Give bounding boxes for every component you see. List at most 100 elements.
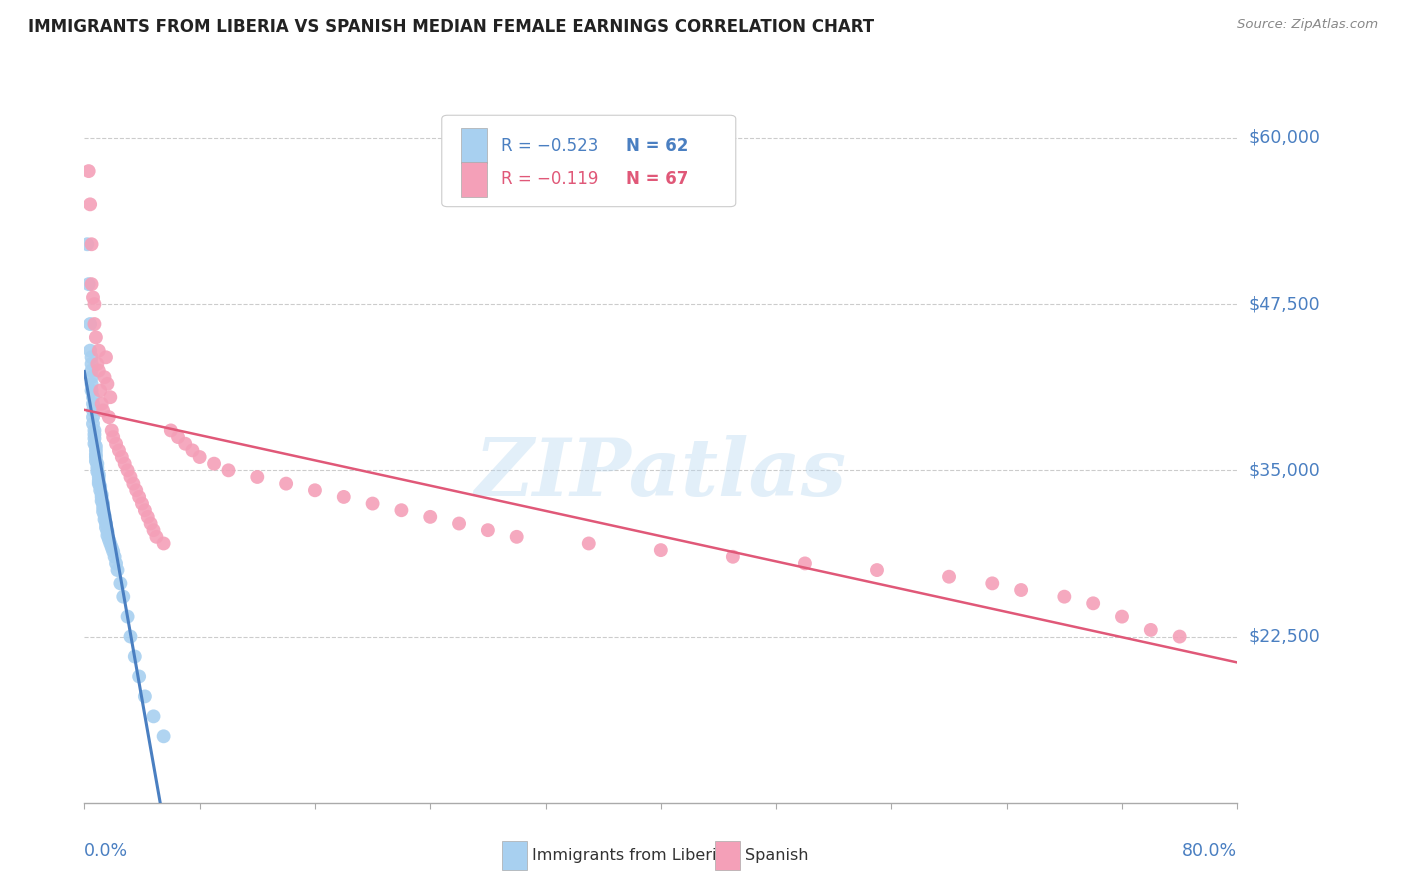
Point [103, 544, 124, 558]
Point [97, 533, 120, 547]
Point [87, 343, 110, 358]
Point [120, 630, 142, 644]
Point [82, 390, 104, 404]
Point [80, 357, 103, 371]
Point [80, 363, 103, 377]
Point [107, 563, 129, 577]
Point [145, 530, 167, 544]
Text: Immigrants from Liberia: Immigrants from Liberia [531, 848, 725, 863]
Point [105, 557, 128, 571]
Point [188, 450, 211, 464]
Point [506, 530, 529, 544]
Point [1083, 596, 1105, 610]
Point [77, 277, 100, 292]
Point [89, 483, 111, 498]
Point [1053, 590, 1076, 604]
Point [1168, 630, 1191, 644]
Text: ZIPatlas: ZIPatlas [475, 435, 846, 512]
Point [202, 457, 225, 471]
Point [84, 447, 107, 461]
Point [89, 479, 111, 493]
Text: IMMIGRANTS FROM LIBERIA VS SPANISH MEDIAN FEMALE EARNINGS CORRELATION CHART: IMMIGRANTS FROM LIBERIA VS SPANISH MEDIA… [28, 18, 875, 36]
Bar [716, 841, 741, 870]
Point [80, 376, 103, 391]
Text: R = −0.523: R = −0.523 [501, 136, 598, 155]
Point [117, 463, 139, 477]
Point [90, 494, 112, 508]
Point [1140, 623, 1163, 637]
Point [152, 536, 174, 550]
Point [87, 467, 110, 482]
Point [128, 490, 150, 504]
Point [84, 443, 107, 458]
Point [91, 500, 114, 515]
Point [83, 297, 105, 311]
Text: $60,000: $60,000 [1249, 128, 1320, 147]
Text: $35,000: $35,000 [1249, 461, 1320, 479]
Point [128, 669, 150, 683]
Point [90, 490, 112, 504]
Point [152, 729, 174, 743]
Point [136, 509, 159, 524]
FancyBboxPatch shape [441, 115, 735, 207]
Point [79, 197, 101, 211]
Point [98, 536, 121, 550]
Point [91, 403, 114, 417]
Point [114, 457, 136, 471]
Point [449, 516, 471, 531]
Text: R = −0.119: R = −0.119 [501, 170, 598, 188]
Point [96, 376, 118, 391]
Point [90, 487, 112, 501]
Point [97, 410, 120, 425]
Bar [461, 162, 486, 197]
Point [96, 528, 118, 542]
Point [80, 384, 103, 398]
Point [304, 483, 326, 498]
Point [131, 497, 153, 511]
Text: N = 67: N = 67 [626, 170, 689, 188]
Point [93, 370, 115, 384]
Point [1111, 609, 1133, 624]
Point [80, 370, 103, 384]
Point [76, 237, 98, 252]
Point [94, 351, 117, 365]
Point [120, 470, 142, 484]
Point [83, 427, 105, 442]
Point [124, 649, 146, 664]
Point [112, 590, 135, 604]
Point [79, 343, 101, 358]
Point [91, 497, 114, 511]
Point [100, 541, 122, 555]
Point [80, 351, 103, 365]
Point [181, 443, 204, 458]
Point [142, 523, 165, 537]
Point [94, 516, 117, 531]
Point [134, 690, 156, 704]
Point [117, 609, 139, 624]
Point [82, 397, 104, 411]
Point [578, 536, 600, 550]
Point [721, 549, 744, 564]
Point [866, 563, 889, 577]
Point [794, 557, 817, 571]
Point [82, 403, 104, 417]
Text: N = 62: N = 62 [626, 136, 689, 155]
Point [105, 436, 128, 450]
Point [86, 465, 108, 479]
Point [83, 436, 105, 450]
Point [83, 317, 105, 331]
Point [80, 277, 103, 292]
Text: $47,500: $47,500 [1249, 295, 1320, 313]
Point [79, 317, 101, 331]
Point [80, 237, 103, 252]
Point [83, 431, 105, 445]
Point [361, 497, 384, 511]
Text: Spanish: Spanish [745, 848, 808, 863]
Point [142, 709, 165, 723]
Text: 0.0%: 0.0% [84, 842, 128, 860]
Point [90, 397, 112, 411]
Point [89, 384, 111, 398]
Point [83, 424, 105, 438]
Point [84, 439, 107, 453]
Point [125, 483, 148, 498]
